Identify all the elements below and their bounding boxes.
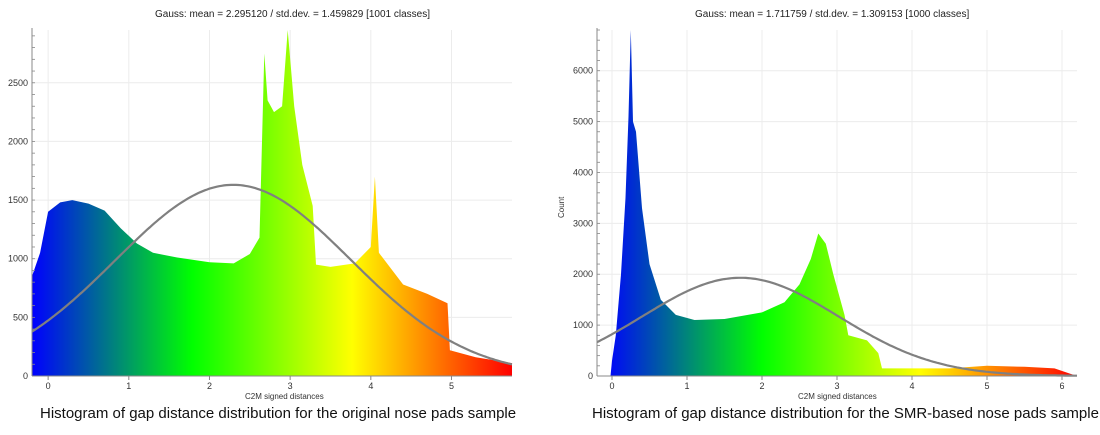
gauss-curve [596, 276, 1077, 377]
histogram-plot-smr: 0 1 2 3 4 5 6 0 1000 2000 3000 4000 5000 6000 [573, 28, 1077, 391]
y-tick-label: 0 [23, 371, 28, 381]
x-tick-label: 5 [984, 381, 989, 391]
x-tick-label: 3 [288, 381, 293, 391]
x-tick-label: 0 [46, 381, 51, 391]
gauss-curve [31, 183, 513, 366]
chart-title: Gauss: mean = 1.711759 / std.dev. = 1.30… [695, 9, 970, 20]
y-tick-label: 4000 [573, 167, 593, 177]
y-tick-label: 1000 [8, 254, 28, 264]
x-tick-label: 2 [759, 381, 764, 391]
x-tick-label: 4 [368, 381, 373, 391]
y-tick-label: 2000 [573, 269, 593, 279]
y-tick-label: 3000 [573, 218, 593, 228]
y-axis-label: Count [557, 196, 566, 218]
x-tick-label: 5 [449, 381, 454, 391]
y-tick-label: 2000 [8, 136, 28, 146]
x-axis-label: C2M signed distances [798, 392, 877, 401]
x-tick-label: 4 [909, 381, 914, 391]
x-tick-label: 2 [207, 381, 212, 391]
histogram-bars [32, 30, 512, 376]
x-tick-label: 1 [126, 381, 131, 391]
y-tick-label: 1000 [573, 320, 593, 330]
histogram-bars [610, 30, 1077, 376]
y-tick-label: 5000 [573, 117, 593, 127]
y-tick-label: 6000 [573, 66, 593, 76]
y-tick-label: 0 [588, 371, 593, 381]
figure-caption: Histogram of gap distance distribution f… [40, 405, 517, 422]
x-tick-label: 0 [609, 381, 614, 391]
y-tick-label: 1500 [8, 195, 28, 205]
y-tick-label: 2500 [8, 78, 28, 88]
x-tick-label: 6 [1059, 381, 1064, 391]
histogram-plot-original: 0 1 2 3 4 5 0 500 1000 1500 2000 2500 [8, 28, 513, 391]
x-tick-label: 3 [834, 381, 839, 391]
x-tick-label: 1 [684, 381, 689, 391]
histogram-panel-original: Gauss: mean = 2.295120 / std.dev. = 1.45… [8, 9, 517, 422]
histogram-panel-smr: Gauss: mean = 1.711759 / std.dev. = 1.30… [550, 0, 1100, 435]
figure-caption: Histogram of gap distance distribution f… [592, 405, 1099, 422]
chart-title: Gauss: mean = 2.295120 / std.dev. = 1.45… [155, 9, 430, 20]
x-axis-label: C2M signed distances [245, 392, 324, 401]
y-tick-label: 500 [13, 312, 28, 322]
